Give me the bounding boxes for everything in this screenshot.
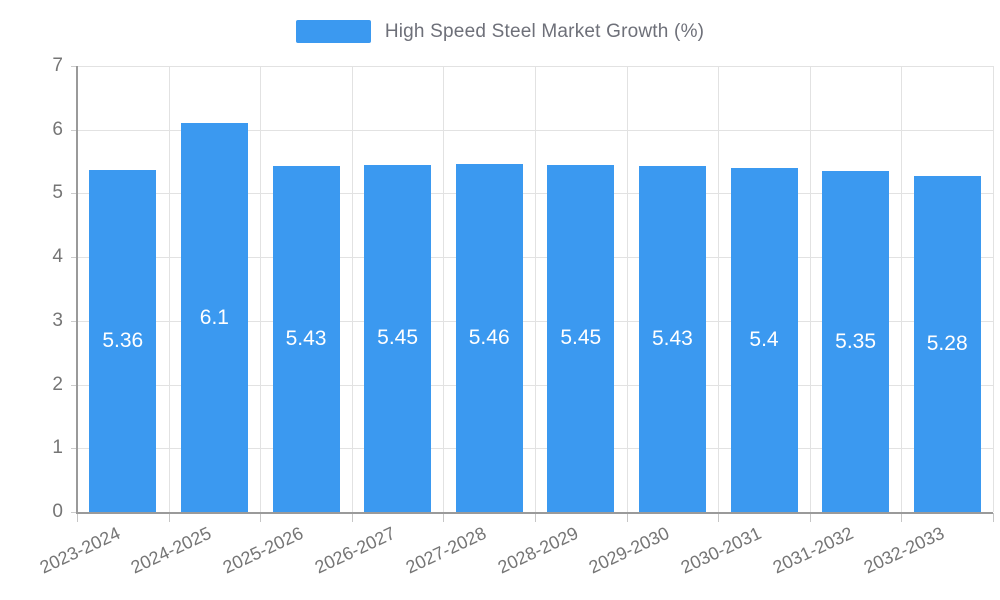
gridline-vertical — [718, 66, 720, 512]
x-axis-tick — [626, 513, 628, 522]
y-axis-tick — [71, 512, 77, 513]
x-axis-tick — [718, 513, 720, 522]
bar[interactable] — [455, 164, 523, 512]
y-axis-tick — [71, 129, 77, 131]
bar[interactable] — [730, 167, 798, 512]
bar-value-label: 5.4 — [749, 327, 779, 351]
x-axis-tick — [351, 513, 353, 522]
bar-value-label: 5.46 — [468, 326, 510, 350]
y-axis-tick-label: 4 — [52, 246, 63, 268]
y-axis-tick — [71, 320, 77, 322]
y-axis-tick-label: 7 — [52, 55, 63, 76]
gridline-vertical — [901, 66, 903, 512]
gridline-vertical — [260, 66, 262, 512]
bar[interactable] — [364, 164, 432, 512]
y-axis-tick-label: 2 — [52, 373, 63, 395]
bar-value-label: 5.45 — [560, 326, 602, 350]
y-axis-tick — [71, 66, 77, 67]
legend-item[interactable]: High Speed Steel Market Growth (%) — [0, 20, 1000, 43]
x-axis-tick — [260, 513, 262, 522]
bar[interactable] — [89, 170, 157, 512]
y-axis-tick — [71, 257, 77, 259]
bar[interactable] — [822, 171, 890, 512]
bar[interactable] — [272, 166, 340, 512]
y-axis-tick-label: 5 — [52, 182, 63, 204]
y-axis-line — [76, 66, 78, 513]
bar-value-label: 5.28 — [926, 331, 968, 355]
y-axis-tick — [71, 384, 77, 386]
gridline-vertical — [809, 66, 811, 512]
gridline-vertical — [443, 66, 445, 512]
gridline-vertical — [351, 66, 353, 512]
x-axis-tick — [535, 513, 536, 522]
y-axis-tick-label: 3 — [52, 309, 63, 331]
y-axis-tick — [71, 193, 77, 195]
bar-value-label: 5.36 — [102, 329, 144, 353]
gridline-vertical — [535, 66, 536, 512]
x-axis-tick — [809, 513, 811, 522]
bar-value-label: 5.45 — [377, 326, 419, 350]
y-axis-tick-label: 0 — [52, 501, 63, 522]
bar-value-label: 6.1 — [199, 305, 229, 329]
legend-label: High Speed Steel Market Growth (%) — [384, 20, 705, 42]
y-axis-tick-label: 6 — [52, 118, 63, 140]
bar-value-label: 5.43 — [651, 327, 693, 351]
bar[interactable] — [180, 123, 248, 512]
bar-value-label: 5.43 — [285, 327, 327, 351]
gridline-vertical — [626, 66, 628, 512]
x-axis-tick — [901, 513, 903, 522]
x-axis-tick — [443, 513, 445, 522]
bar[interactable] — [547, 164, 615, 512]
legend-swatch — [295, 20, 371, 43]
gridline-vertical — [993, 66, 994, 512]
x-axis-tick — [993, 513, 994, 522]
x-axis-tick — [77, 513, 78, 522]
bar[interactable] — [638, 166, 706, 512]
y-axis-tick — [71, 448, 77, 450]
y-axis-tick-label: 1 — [52, 437, 63, 459]
gridline-vertical — [168, 66, 170, 512]
x-axis-line — [76, 512, 993, 514]
bar-value-label: 5.35 — [835, 329, 877, 353]
bar[interactable] — [913, 175, 981, 512]
x-axis-tick — [168, 513, 170, 522]
